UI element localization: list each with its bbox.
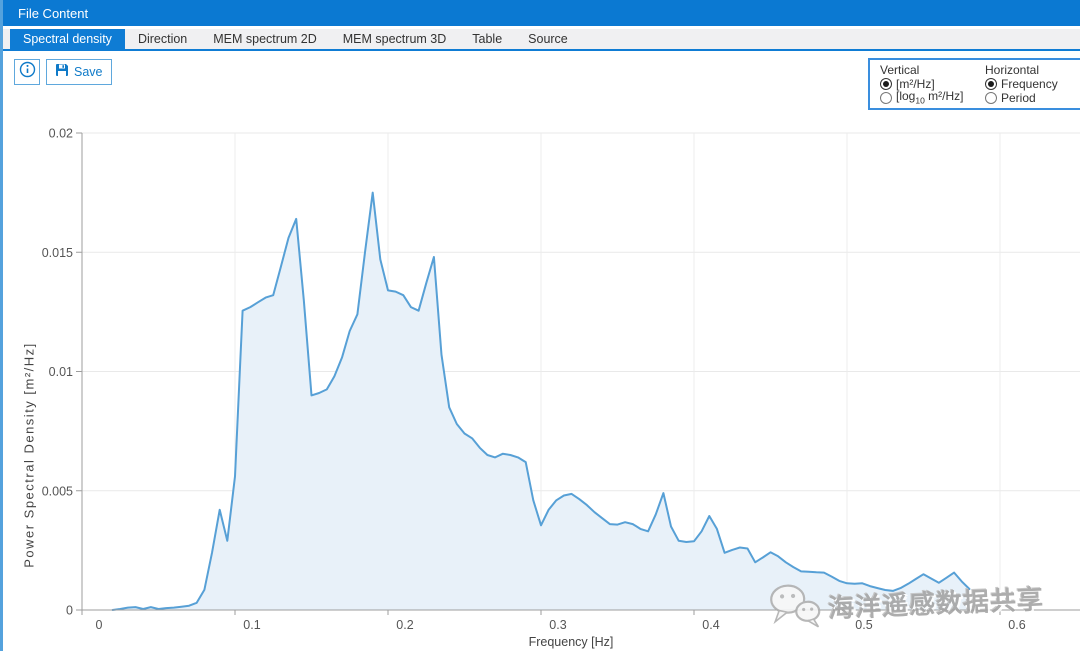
- svg-text:0.6: 0.6: [1008, 618, 1025, 632]
- vertical-options-group: Vertical [m²/Hz] [log10 m²/Hz]: [870, 60, 975, 108]
- tab-mem-spectrum-3d[interactable]: MEM spectrum 3D: [342, 32, 447, 46]
- tab-bar: Spectral density Direction MEM spectrum …: [0, 29, 1080, 49]
- radio-unselected-icon: [880, 92, 892, 104]
- window-title-bar: File Content: [0, 0, 1080, 26]
- info-icon: [19, 61, 36, 83]
- radio-selected-icon: [880, 78, 892, 90]
- save-button-label: Save: [74, 65, 103, 79]
- radio-log-m2hz-label: [log10 m²/Hz]: [896, 88, 964, 106]
- info-button[interactable]: [14, 59, 40, 85]
- wechat-icon: [767, 580, 823, 637]
- tab-source[interactable]: Source: [528, 32, 568, 46]
- svg-text:0.015: 0.015: [42, 246, 73, 260]
- y-axis-title: Power Spectral Density [m²/Hz]: [21, 342, 37, 568]
- svg-text:0.2: 0.2: [396, 618, 413, 632]
- vertical-group-label: Vertical: [880, 63, 920, 77]
- tab-direction[interactable]: Direction: [137, 32, 188, 46]
- svg-text:0.02: 0.02: [49, 127, 73, 141]
- radio-frequency[interactable]: Frequency: [985, 77, 1080, 91]
- radio-m2hz-label: [m²/Hz]: [896, 77, 935, 91]
- svg-text:0.4: 0.4: [702, 618, 719, 632]
- svg-text:0.005: 0.005: [42, 484, 73, 498]
- window-left-border: [0, 0, 3, 651]
- horizontal-options-group: Horizontal Frequency Period: [975, 60, 1080, 108]
- radio-selected-icon: [985, 78, 997, 90]
- svg-text:0.5: 0.5: [855, 618, 872, 632]
- radio-log-m2hz[interactable]: [log10 m²/Hz]: [880, 88, 975, 106]
- save-button[interactable]: Save: [46, 59, 112, 85]
- tab-underline: [0, 49, 1080, 51]
- axis-options-panel: Vertical [m²/Hz] [log10 m²/Hz] Horizonta…: [868, 58, 1080, 110]
- horizontal-group-label: Horizontal: [985, 63, 1040, 77]
- tab-table[interactable]: Table: [472, 32, 503, 46]
- watermark: 海洋遥感数据共享: [767, 570, 1045, 637]
- radio-period-label: Period: [1001, 91, 1036, 105]
- radio-unselected-icon: [985, 92, 997, 104]
- window-title: File Content: [18, 5, 89, 21]
- tab-mem-spectrum-2d[interactable]: MEM spectrum 2D: [213, 32, 317, 46]
- svg-text:0: 0: [96, 618, 103, 632]
- watermark-text: 海洋遥感数据共享: [827, 583, 1045, 624]
- x-axis-title: Frequency [Hz]: [528, 635, 614, 649]
- svg-text:0.1: 0.1: [243, 618, 260, 632]
- radio-m2hz[interactable]: [m²/Hz]: [880, 77, 975, 91]
- svg-text:0.3: 0.3: [549, 618, 566, 632]
- radio-period[interactable]: Period: [985, 91, 1080, 105]
- svg-text:0.01: 0.01: [49, 365, 73, 379]
- save-icon: [55, 63, 69, 82]
- svg-text:0: 0: [66, 604, 73, 618]
- radio-frequency-label: Frequency: [1001, 77, 1058, 91]
- tab-spectral-density[interactable]: Spectral density: [10, 29, 125, 49]
